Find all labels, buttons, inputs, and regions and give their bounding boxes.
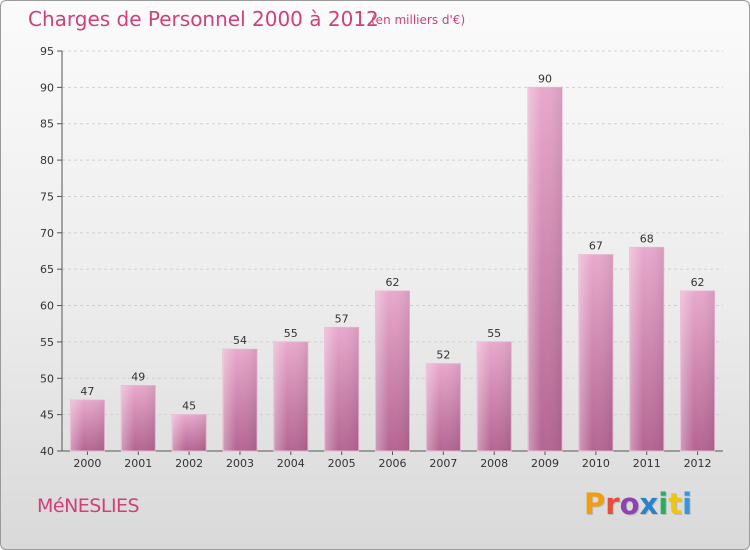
town-name: MéNESLIES (37, 495, 140, 517)
x-tick-label: 2007 (429, 457, 457, 470)
bar-shade (528, 87, 563, 451)
y-tick-label: 40 (40, 445, 54, 458)
bar-value-label: 67 (589, 240, 603, 253)
bar-shade (121, 385, 156, 451)
y-tick-label: 50 (40, 372, 54, 385)
bar-shade (172, 414, 207, 451)
x-tick-label: 2009 (531, 457, 559, 470)
bar-shade (273, 341, 308, 451)
bar-value-label: 49 (131, 371, 145, 384)
bar-value-label: 62 (386, 276, 400, 289)
x-tick-label: 2010 (582, 457, 610, 470)
bar-value-label: 57 (335, 312, 349, 325)
logo-letter: r (605, 487, 620, 521)
bar-shade (375, 291, 410, 451)
bar-shade (629, 247, 664, 451)
x-tick-label: 2006 (379, 457, 407, 470)
y-tick-label: 85 (40, 118, 54, 131)
y-tick-label: 75 (40, 190, 54, 203)
bar-shade (426, 363, 461, 451)
bar-shade (680, 291, 715, 451)
bar-shade (324, 327, 359, 451)
bar-shade (477, 341, 512, 451)
y-tick-label: 70 (40, 227, 54, 240)
logo-letter: i (658, 487, 669, 521)
logo-letter: o (619, 487, 640, 521)
y-tick-label: 95 (40, 45, 54, 58)
bar-value-label: 47 (80, 385, 94, 398)
bar-shade (222, 349, 257, 451)
bar-shade (578, 254, 613, 451)
bar-value-label: 55 (284, 327, 298, 340)
y-tick-label: 65 (40, 263, 54, 276)
logo-letter: i (682, 487, 693, 521)
x-tick-label: 2001 (124, 457, 152, 470)
x-tick-label: 2008 (480, 457, 508, 470)
logo-letter: t (668, 487, 683, 521)
y-tick-label: 45 (40, 409, 54, 422)
proxiti-logo[interactable]: Proxiti (584, 487, 692, 521)
bar-value-label: 45 (182, 400, 196, 413)
x-tick-label: 2005 (328, 457, 356, 470)
y-tick-label: 60 (40, 300, 54, 313)
x-tick-label: 2011 (633, 457, 661, 470)
y-tick-label: 90 (40, 81, 54, 94)
bar-value-label: 62 (691, 276, 705, 289)
x-tick-label: 2004 (277, 457, 305, 470)
chart-title: Charges de Personnel 2000 à 2012 (28, 7, 379, 31)
bar-value-label: 54 (233, 334, 247, 347)
y-tick-label: 80 (40, 154, 54, 167)
logo-letter: x (639, 487, 659, 521)
x-tick-label: 2012 (684, 457, 712, 470)
chart-subtitle: (en milliers d'€) (371, 13, 466, 27)
x-tick-label: 2003 (226, 457, 254, 470)
x-tick-label: 2002 (175, 457, 203, 470)
bar-shade (70, 400, 105, 451)
bar-value-label: 55 (487, 327, 501, 340)
bar-value-label: 90 (538, 72, 552, 85)
x-tick-label: 2000 (73, 457, 101, 470)
bar-value-label: 52 (436, 349, 450, 362)
y-tick-label: 55 (40, 336, 54, 349)
bar-value-label: 68 (640, 232, 654, 245)
logo-letter: P (584, 487, 606, 521)
